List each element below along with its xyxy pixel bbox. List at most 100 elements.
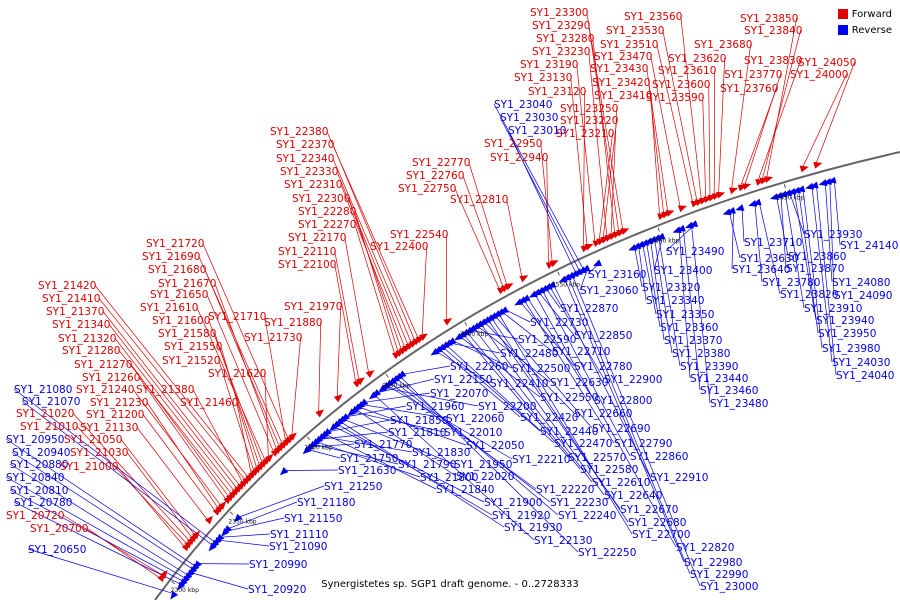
gene-label-sy1-23850[interactable]: SY1_23850 xyxy=(740,13,798,25)
gene-label-sy1-22780[interactable]: SY1_22780 xyxy=(574,361,632,373)
gene-label-sy1-21620[interactable]: SY1_21620 xyxy=(208,368,266,380)
gene-mark-sy1-22680[interactable] xyxy=(485,314,495,322)
gene-mark-sy1-23780[interactable] xyxy=(748,199,758,207)
gene-label-sy1-20810[interactable]: SY1_20810 xyxy=(10,485,68,497)
gene-label-sy1-21730[interactable]: SY1_21730 xyxy=(244,332,302,344)
gene-label-sy1-23930[interactable]: SY1_23930 xyxy=(804,229,862,241)
gene-mark-sy1-24140[interactable] xyxy=(827,176,837,184)
gene-mark-sy1-23480[interactable] xyxy=(684,221,695,229)
gene-label-sy1-21970[interactable]: SY1_21970 xyxy=(284,301,342,313)
gene-mark-sy1-23620[interactable] xyxy=(716,191,726,199)
gene-label-sy1-23510[interactable]: SY1_23510 xyxy=(600,39,658,51)
gene-label-sy1-23820[interactable]: SY1_23820 xyxy=(780,289,838,301)
gene-label-sy1-23190[interactable]: SY1_23190 xyxy=(520,59,578,71)
gene-mark-sy1-23910[interactable] xyxy=(778,190,788,198)
gene-mark-sy1-22610[interactable] xyxy=(468,324,478,332)
gene-label-sy1-22860[interactable]: SY1_22860 xyxy=(630,451,688,463)
gene-label-sy1-20700[interactable]: SY1_20700 xyxy=(30,523,88,535)
gene-label-sy1-23010[interactable]: SY1_23010 xyxy=(508,125,566,137)
gene-mark-sy1-20650[interactable] xyxy=(170,590,179,600)
gene-label-sy1-23830[interactable]: SY1_23830 xyxy=(744,55,802,67)
gene-mark-sy1-21130[interactable] xyxy=(204,515,213,525)
gene-mark-sy1-22690[interactable] xyxy=(489,312,499,320)
gene-label-sy1-20940[interactable]: SY1_20940 xyxy=(12,447,70,459)
gene-label-sy1-22910[interactable]: SY1_22910 xyxy=(650,472,708,484)
gene-label-sy1-23460[interactable]: SY1_23460 xyxy=(700,385,758,397)
gene-label-sy1-22230[interactable]: SY1_22230 xyxy=(550,497,608,509)
gene-mark-sy1-22170[interactable] xyxy=(365,370,375,378)
gene-mark-sy1-22400[interactable] xyxy=(418,333,428,341)
gene-label-sy1-23840[interactable]: SY1_23840 xyxy=(744,25,802,37)
gene-mark-sy1-23770[interactable] xyxy=(742,183,752,190)
gene-mark-sy1-23320[interactable] xyxy=(628,244,638,251)
gene-mark-sy1-23340[interactable] xyxy=(632,242,642,249)
gene-mark-sy1-22850[interactable] xyxy=(532,288,542,296)
gene-label-sy1-21770[interactable]: SY1_21770 xyxy=(354,439,412,451)
gene-label-sy1-23420[interactable]: SY1_23420 xyxy=(592,77,650,89)
gene-label-sy1-23940[interactable]: SY1_23940 xyxy=(816,315,874,327)
gene-label-sy1-21830[interactable]: SY1_21830 xyxy=(412,447,470,459)
gene-mark-sy1-23950[interactable] xyxy=(791,186,801,194)
gene-mark-sy1-22660[interactable] xyxy=(478,318,488,326)
gene-label-sy1-23480[interactable]: SY1_23480 xyxy=(710,398,768,410)
gene-label-sy1-23360[interactable]: SY1_23360 xyxy=(660,322,718,334)
gene-label-sy1-22020[interactable]: SY1_22020 xyxy=(456,471,514,483)
gene-label-sy1-21410[interactable]: SY1_21410 xyxy=(42,293,100,305)
gene-mark-sy1-22800[interactable] xyxy=(521,294,531,302)
gene-label-sy1-22800[interactable]: SY1_22800 xyxy=(594,395,652,407)
gene-mark-sy1-23460[interactable] xyxy=(676,224,686,232)
gene-label-sy1-22380[interactable]: SY1_22380 xyxy=(270,126,328,138)
gene-mark-sy1-20990[interactable] xyxy=(193,560,202,570)
gene-mark-sy1-23860[interactable] xyxy=(769,193,779,200)
gene-label-sy1-21650[interactable]: SY1_21650 xyxy=(150,289,208,301)
gene-mark-sy1-23470[interactable] xyxy=(677,205,687,213)
gene-label-sy1-23620[interactable]: SY1_23620 xyxy=(668,53,726,65)
gene-label-sy1-20950[interactable]: SY1_20950 xyxy=(6,434,64,446)
gene-label-sy1-23060[interactable]: SY1_23060 xyxy=(580,285,638,297)
gene-mark-sy1-24090[interactable] xyxy=(823,177,833,185)
gene-mark-sy1-22860[interactable] xyxy=(536,286,546,294)
gene-label-sy1-21800[interactable]: SY1_21800 xyxy=(420,472,478,484)
gene-mark-sy1-23350[interactable] xyxy=(636,240,646,248)
gene-label-sy1-23430[interactable]: SY1_23430 xyxy=(590,63,648,75)
gene-label-sy1-22060[interactable]: SY1_22060 xyxy=(446,413,504,425)
gene-mark-sy1-23400[interactable] xyxy=(656,232,666,240)
gene-label-sy1-21710[interactable]: SY1_21710 xyxy=(208,311,266,323)
gene-mark-sy1-21050[interactable] xyxy=(191,530,201,540)
gene-label-sy1-23530[interactable]: SY1_23530 xyxy=(606,25,664,37)
gene-label-sy1-22300[interactable]: SY1_22300 xyxy=(292,193,350,205)
gene-label-sy1-21920[interactable]: SY1_21920 xyxy=(492,510,550,522)
gene-label-sy1-21380[interactable]: SY1_21380 xyxy=(136,384,194,396)
gene-label-sy1-23770[interactable]: SY1_23770 xyxy=(724,69,782,81)
gene-label-sy1-24040[interactable]: SY1_24040 xyxy=(836,370,894,382)
gene-label-sy1-21690[interactable]: SY1_21690 xyxy=(142,251,200,263)
gene-label-sy1-22630[interactable]: SY1_22630 xyxy=(550,377,608,389)
gene-label-sy1-22540[interactable]: SY1_22540 xyxy=(390,229,448,241)
gene-label-sy1-22150[interactable]: SY1_22150 xyxy=(434,374,492,386)
gene-label-sy1-21960[interactable]: SY1_21960 xyxy=(406,401,464,413)
gene-label-sy1-22170[interactable]: SY1_22170 xyxy=(288,232,346,244)
gene-label-sy1-22590[interactable]: SY1_22590 xyxy=(518,334,576,346)
gene-label-sy1-22680[interactable]: SY1_22680 xyxy=(628,517,686,529)
gene-label-sy1-22980[interactable]: SY1_22980 xyxy=(684,557,742,569)
gene-label-sy1-21340[interactable]: SY1_21340 xyxy=(52,319,110,331)
gene-label-sy1-23980[interactable]: SY1_23980 xyxy=(822,343,880,355)
gene-mark-sy1-23360[interactable] xyxy=(640,239,650,246)
gene-label-sy1-23630[interactable]: SY1_23630 xyxy=(740,253,798,265)
gene-label-sy1-23440[interactable]: SY1_23440 xyxy=(690,373,748,385)
gene-label-sy1-23320[interactable]: SY1_23320 xyxy=(642,282,700,294)
gene-label-sy1-21370[interactable]: SY1_21370 xyxy=(46,306,104,318)
gene-label-sy1-22410[interactable]: SY1_22410 xyxy=(490,378,548,390)
gene-label-sy1-21150[interactable]: SY1_21150 xyxy=(284,513,342,525)
gene-label-sy1-22420[interactable]: SY1_22420 xyxy=(520,412,578,424)
gene-mark-sy1-21240[interactable] xyxy=(217,501,227,510)
gene-label-sy1-20720[interactable]: SY1_20720 xyxy=(6,510,64,522)
gene-label-sy1-20650[interactable]: SY1_20650 xyxy=(28,544,86,556)
gene-mark-sy1-22480[interactable] xyxy=(444,339,454,347)
gene-mark-sy1-23300[interactable] xyxy=(620,228,630,235)
gene-label-sy1-21880[interactable]: SY1_21880 xyxy=(264,317,322,329)
gene-label-sy1-20990[interactable]: SY1_20990 xyxy=(249,559,307,571)
gene-label-sy1-22260[interactable]: SY1_22260 xyxy=(450,361,508,373)
gene-label-sy1-21130[interactable]: SY1_21130 xyxy=(80,422,138,434)
gene-mark-sy1-22570[interactable] xyxy=(457,330,467,339)
